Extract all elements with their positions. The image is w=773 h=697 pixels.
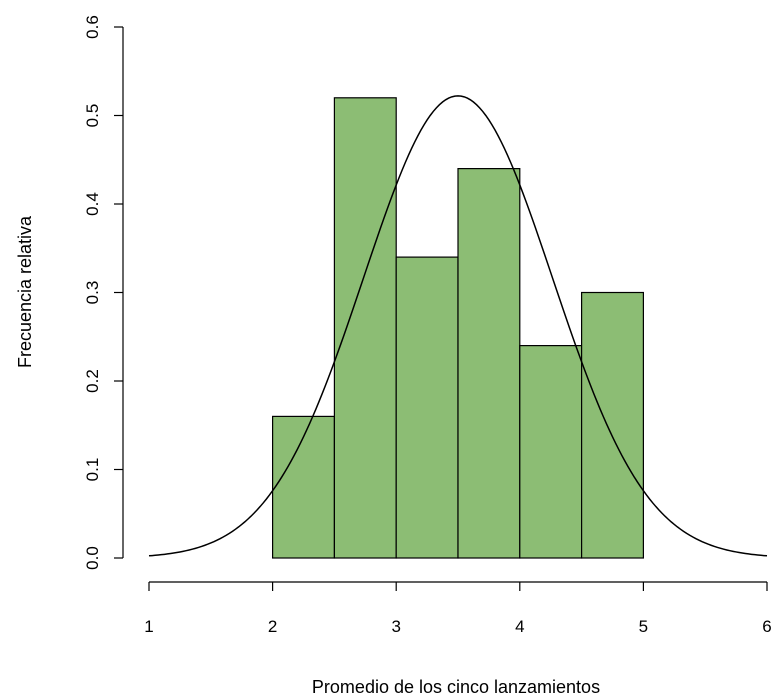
histogram-bar-4: [458, 169, 520, 558]
y-tick-label: 0.3: [83, 281, 102, 305]
histogram-bar-5: [520, 346, 582, 558]
x-axis-title: Promedio de los cinco lanzamientos: [312, 677, 600, 697]
x-tick-label: 3: [391, 617, 400, 636]
histogram-bar-3: [396, 257, 458, 558]
x-tick-label: 2: [268, 617, 277, 636]
x-tick-label: 5: [639, 617, 648, 636]
histogram-bar-2: [334, 98, 396, 558]
y-axis-title: Frecuencia relativa: [15, 215, 35, 368]
y-tick-label: 0.5: [83, 104, 102, 128]
histogram-bars: [273, 98, 644, 558]
y-axis: 0.0 0.1 0.2 0.3 0.4 0.5 0.6: [83, 15, 123, 570]
y-tick-label: 0.6: [83, 15, 102, 39]
x-tick-label: 4: [515, 617, 524, 636]
y-tick-label: 0.2: [83, 369, 102, 393]
x-tick-label: 6: [762, 617, 771, 636]
y-tick-label: 0.0: [83, 546, 102, 570]
x-tick-label: 1: [144, 617, 153, 636]
x-axis: 1 2 3 4 5 6: [144, 582, 771, 636]
y-tick-label: 0.4: [83, 192, 102, 216]
y-tick-label: 0.1: [83, 458, 102, 482]
histogram-bar-6: [582, 293, 644, 559]
